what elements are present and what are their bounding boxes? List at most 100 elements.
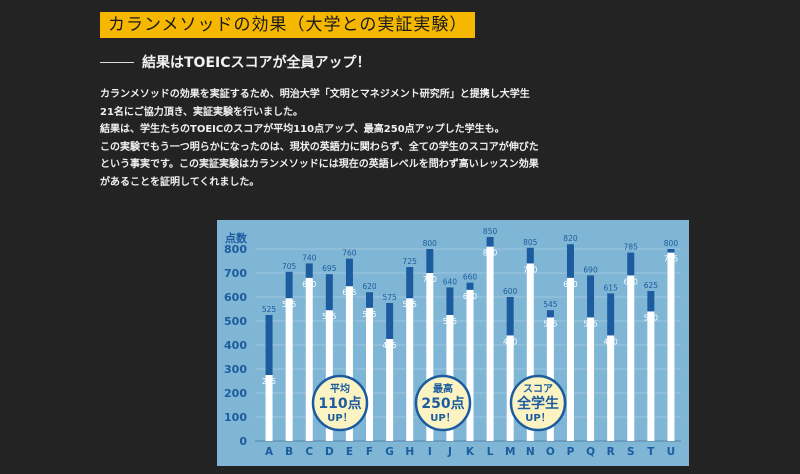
bar-before-P	[566, 277, 574, 441]
score-chart: 0 100 200 300 400 500 600 700 800 点数 525 275 A 705 595…	[217, 220, 689, 466]
data-label-before-K: 630	[463, 292, 478, 301]
bar-before-I	[426, 273, 434, 441]
badge-text: UP！	[430, 412, 455, 424]
x-tick-label-A: A	[265, 446, 274, 458]
x-tick-label-U: U	[667, 446, 676, 458]
badge-circle	[509, 374, 567, 432]
data-label-after-A: 525	[262, 305, 277, 314]
bar-gain-A	[265, 315, 273, 375]
data-label-after-Q: 690	[583, 265, 598, 274]
data-label-after-I: 800	[423, 239, 438, 248]
data-label-before-M: 440	[503, 337, 518, 346]
bar-before-F	[366, 307, 374, 441]
x-tick-label-F: F	[366, 446, 373, 458]
data-label-before-B: 595	[282, 300, 297, 309]
data-label-before-A: 275	[262, 377, 277, 386]
data-label-before-R: 440	[604, 337, 619, 346]
y-tick-label: 100	[224, 411, 247, 424]
bar-gain-S	[627, 252, 635, 276]
subtitle: 結果はTOEICスコアが全員アップ！	[100, 52, 371, 72]
data-label-after-G: 575	[382, 293, 397, 302]
data-label-before-I: 700	[423, 275, 438, 284]
badge-text: 全学生	[516, 395, 559, 412]
description-line: この実験でもう一つ明らかになったのは、現状の英語力に関わらず、全ての学生のスコア…	[100, 141, 539, 153]
badge-text: 250点	[421, 395, 464, 412]
x-tick-label-N: N	[526, 446, 535, 458]
bar-gain-C	[305, 263, 313, 278]
data-label-after-N: 805	[523, 238, 538, 247]
bar-gain-H	[406, 267, 414, 299]
description: カランメソッドの効果を実証するため、明治大学「文明とマネジメント研究所」と提携し…	[100, 86, 570, 191]
bar-before-C	[305, 277, 313, 441]
x-tick-label-Q: Q	[586, 446, 595, 458]
bar-gain-D	[325, 274, 333, 311]
bar-gain-R	[607, 293, 615, 336]
data-label-before-P: 680	[563, 280, 578, 289]
bar-gain-M	[506, 297, 514, 336]
data-label-after-K: 660	[463, 273, 478, 282]
bar-before-H	[406, 298, 414, 441]
bar-gain-E	[345, 258, 353, 287]
bar-before-R	[607, 335, 615, 441]
data-label-after-S: 785	[624, 243, 639, 252]
data-label-after-O: 545	[543, 300, 558, 309]
x-tick-label-J: J	[447, 446, 452, 458]
x-tick-label-D: D	[325, 446, 334, 458]
x-tick-label-O: O	[546, 446, 555, 458]
data-label-after-J: 640	[443, 277, 458, 286]
x-tick-label-K: K	[466, 446, 475, 458]
data-label-after-F: 620	[362, 282, 377, 291]
bar-gain-F	[366, 292, 374, 308]
data-label-after-H: 725	[403, 257, 418, 266]
y-tick-label: 400	[224, 339, 247, 352]
subtitle-rule	[100, 61, 134, 63]
x-tick-label-H: H	[405, 446, 414, 458]
data-label-after-U: 800	[664, 239, 679, 248]
y-tick-label: 0	[239, 435, 247, 448]
bar-gain-O	[546, 310, 554, 318]
bar-gain-N	[526, 247, 534, 264]
page-title: カランメソッドの効果（大学との実証実験）	[100, 12, 476, 38]
data-label-before-F: 555	[362, 310, 377, 319]
y-tick-label: 700	[224, 267, 247, 280]
data-label-before-N: 740	[523, 265, 538, 274]
bar-gain-G	[386, 303, 394, 339]
data-label-after-M: 600	[503, 287, 518, 296]
data-label-before-U: 785	[664, 255, 679, 264]
badge-text: スコア	[523, 383, 553, 395]
badge-circle	[414, 374, 472, 432]
subtitle-text: 結果はTOEICスコアが全員アップ！	[142, 55, 371, 71]
data-label-after-T: 625	[644, 281, 659, 290]
bar-before-E	[345, 286, 353, 441]
badge-text: UP！	[525, 412, 550, 424]
data-label-before-O: 515	[543, 319, 558, 328]
badge-text: UP！	[327, 412, 352, 424]
description-line: があることを証明してくれました。	[100, 176, 260, 188]
bar-gain-T	[647, 291, 655, 312]
data-label-before-Q: 515	[583, 319, 598, 328]
x-tick-label-T: T	[647, 446, 655, 458]
data-label-after-C: 740	[302, 253, 317, 262]
x-tick-label-B: B	[285, 446, 293, 458]
y-tick-label: 500	[224, 315, 247, 328]
data-label-before-G: 425	[382, 341, 397, 350]
bar-before-M	[506, 335, 514, 441]
data-label-before-S: 690	[624, 277, 639, 286]
bar-gain-B	[285, 271, 293, 299]
data-label-after-P: 820	[563, 234, 578, 243]
description-line: という事実です。この実証実験はカランメソッドには現在の英語レベルを問わず高いレッ…	[100, 159, 539, 170]
y-tick-label: 300	[224, 363, 247, 376]
badge-circle	[311, 374, 369, 432]
data-label-after-R: 615	[604, 283, 619, 292]
data-label-after-L: 850	[483, 227, 498, 236]
y-tick-label: 200	[224, 387, 247, 400]
bar-before-D	[325, 310, 333, 441]
bar-before-U	[667, 252, 675, 441]
data-label-before-J: 525	[443, 317, 458, 326]
bar-gain-L	[486, 237, 494, 247]
y-tick-label: 600	[224, 291, 247, 304]
bar-before-K	[466, 289, 474, 441]
data-label-before-H: 595	[403, 300, 418, 309]
bar-gain-P	[566, 244, 574, 278]
bar-gain-Q	[587, 275, 595, 318]
